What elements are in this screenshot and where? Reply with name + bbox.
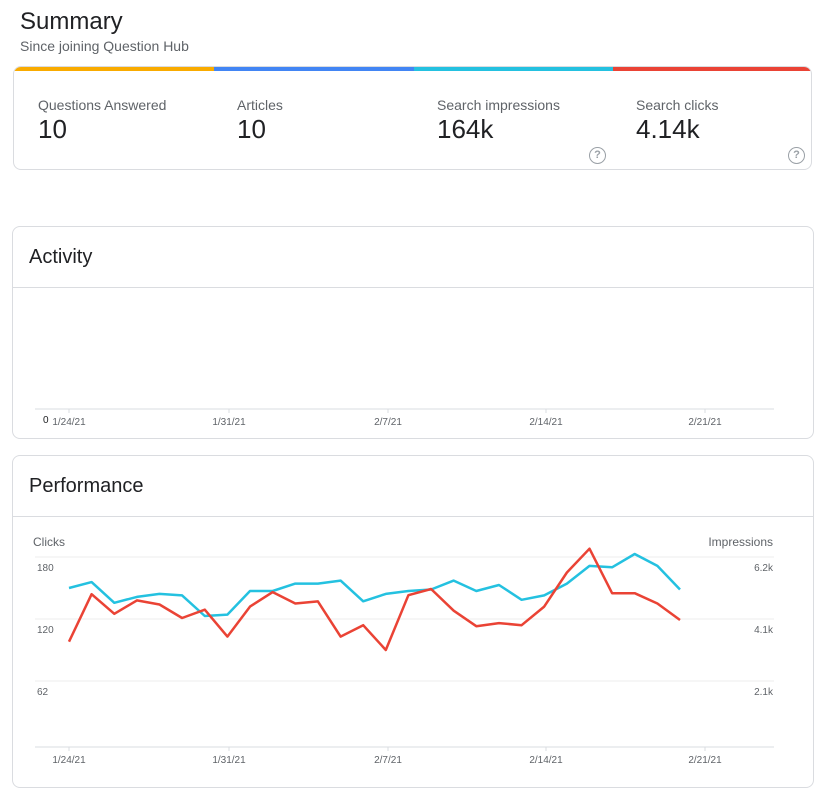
activity-title: Activity (29, 246, 93, 268)
performance-x-tick-label: 2/21/21 (688, 755, 722, 766)
summary-title: Summary (20, 8, 123, 35)
activity-y-tick-label: 0 (43, 415, 49, 426)
performance-right-tick-label: 4.1k (754, 625, 774, 636)
activity-chart: 0 1/24/21 1/31/21 2/7/21 2/14/21 2/21/21 (35, 408, 774, 428)
stat-search-clicks: Search clicks 4.14k (636, 97, 718, 145)
stat-color-strip (613, 67, 811, 71)
stat-value: 4.14k (636, 114, 700, 144)
summary-subtitle: Since joining Question Hub (20, 38, 189, 54)
stats-card: Questions Answered 10 Articles 10 Search… (13, 66, 812, 170)
stat-value: 10 (38, 114, 67, 144)
performance-left-tick-label: 180 (37, 563, 54, 574)
performance-chart: Clicks Impressions 180 120 62 6.2k 4.1k 2.1k 1/2… (33, 535, 774, 766)
performance-left-tick-label: 120 (37, 625, 54, 636)
stat-color-strip (214, 67, 414, 71)
help-icon[interactable]: ? (788, 147, 805, 164)
performance-x-tick-label: 1/24/21 (52, 755, 86, 766)
activity-x-tick-label: 1/24/21 (52, 417, 86, 428)
activity-header: Activity (13, 227, 813, 288)
activity-x-tick-label: 2/7/21 (374, 417, 402, 428)
stat-value: 164k (437, 114, 494, 144)
stat-label: Search clicks (636, 97, 719, 113)
performance-right-axis-label: Impressions (708, 535, 773, 549)
help-icon[interactable]: ? (589, 147, 606, 164)
impressions-series-line (68, 552, 681, 618)
stat-color-strip (14, 67, 214, 71)
activity-x-tick-label: 2/21/21 (688, 417, 722, 428)
activity-x-tick-label: 2/14/21 (529, 417, 563, 428)
stat-search-impressions: Search impressions 164k (437, 97, 560, 145)
activity-x-tick-label: 1/31/21 (212, 417, 246, 428)
activity-panel: Activity 0 1/24/21 1/31/21 2/7/21 2/14/21 2/2… (12, 226, 814, 439)
performance-header: Performance (13, 456, 813, 517)
performance-x-tick-label: 1/31/21 (212, 755, 246, 766)
stat-color-strip (414, 67, 613, 71)
performance-x-tick-label: 2/14/21 (529, 755, 563, 766)
stat-label: Search impressions (437, 97, 560, 113)
clicks-series-line (67, 547, 681, 652)
stat-label: Questions Answered (38, 97, 167, 113)
performance-right-tick-label: 6.2k (754, 563, 774, 574)
performance-right-tick-label: 2.1k (754, 687, 774, 698)
performance-left-axis-label: Clicks (33, 535, 65, 549)
stat-articles: Articles 10 (237, 97, 283, 145)
stat-questions-answered: Questions Answered 10 (38, 97, 166, 145)
performance-title: Performance (29, 475, 144, 497)
stat-label: Articles (237, 97, 283, 113)
stat-value: 10 (237, 114, 266, 144)
performance-panel: Performance Clicks Impressions 180 120 62 6.2… (12, 455, 814, 788)
performance-x-tick-label: 2/7/21 (374, 755, 402, 766)
performance-left-tick-label: 62 (37, 687, 49, 698)
